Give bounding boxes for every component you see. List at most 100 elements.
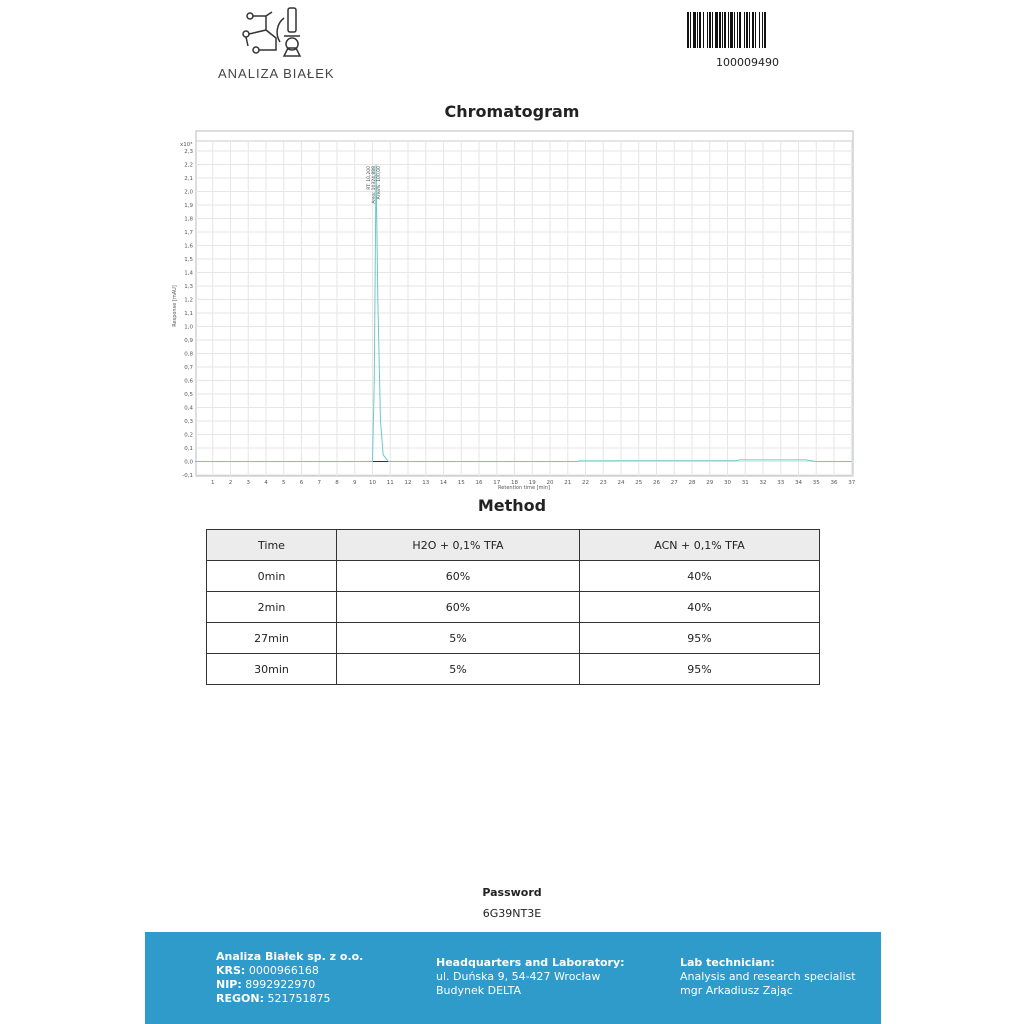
barcode-bar [759, 12, 760, 48]
regon-label: REGON: [216, 992, 264, 1005]
barcode-bar [728, 12, 729, 48]
x-tick-label: 29 [706, 480, 713, 486]
tech-title: Analysis and research specialist [680, 970, 856, 983]
x-tick-label: 22 [582, 480, 589, 486]
barcode-number: 100009490 [716, 56, 779, 69]
x-tick-label: 26 [653, 480, 660, 486]
y-tick-label: 1,9 [184, 203, 193, 209]
y-tick-label: 0,3 [184, 419, 193, 425]
y-tick-label: 1,4 [184, 271, 193, 277]
y-tick-label: 0,5 [184, 392, 193, 398]
table-cell: 40% [579, 560, 820, 592]
table-cell: 40% [579, 591, 820, 623]
column-header: H2O + 0,1% TFA [336, 529, 580, 561]
x-tick-label: 14 [440, 480, 447, 486]
x-axis-label: Retention time [min] [498, 485, 550, 491]
logo-icon [242, 7, 302, 57]
barcode-bar [690, 12, 691, 48]
x-tick-label: 2 [229, 480, 233, 486]
barcode-bar [715, 12, 718, 48]
chromatogram-trace [195, 164, 852, 462]
x-tick-label: 35 [813, 480, 820, 486]
barcode-bar [730, 12, 733, 48]
barcode-bar [722, 12, 723, 48]
barcode [687, 12, 766, 48]
table-cell: 95% [579, 622, 820, 654]
barcode-bar [699, 12, 701, 48]
barcode-bar [734, 12, 735, 48]
table-row: 27min 5% 95% [206, 622, 820, 654]
barcode-bar [764, 12, 766, 48]
nip-label: NIP: [216, 978, 242, 991]
y-tick-label: 1,2 [184, 298, 193, 304]
chromatogram-chart: 1 2 3 4 5 6 7 8 9 10 11 12 13 14 15 16 17 18 19 20 21 22 23 24 2… [172, 130, 856, 491]
x-tick-label: 21 [564, 480, 571, 486]
table-row: 30min 5% 95% [206, 653, 820, 685]
x-tick-label: 34 [795, 480, 802, 486]
barcode-bar [693, 12, 696, 48]
regon-value: 521751875 [267, 992, 331, 1005]
y-tick-label: 2,2 [184, 163, 193, 169]
y-axis-label: Response [mAU] [172, 285, 178, 327]
x-tick-label: 23 [600, 480, 607, 486]
tech-label: Lab technician: [680, 956, 775, 969]
table-cell: 0min [206, 560, 337, 592]
hq-label: Headquarters and Laboratory: [436, 956, 625, 969]
y-tick-label: 0,1 [184, 446, 193, 452]
barcode-bar [746, 12, 748, 48]
barcode-bar [749, 12, 750, 48]
x-tick-label: 30 [724, 480, 731, 486]
table-cell: 30min [206, 653, 337, 685]
y-tick-label: 2,3 [184, 149, 193, 155]
x-tick-label: 37 [848, 480, 855, 486]
y-tick-label: 1,0 [184, 325, 193, 331]
peak-label: Area%: 100,00 [376, 166, 382, 199]
peak-label: RT: 10,200 [366, 166, 372, 190]
x-tick-label: 31 [742, 480, 749, 486]
x-tick-label: 3 [247, 480, 251, 486]
barcode-bar [712, 12, 713, 48]
x-tick-label: 15 [458, 480, 465, 486]
table-cell: 27min [206, 622, 337, 654]
y-tick-label: 1,5 [184, 257, 193, 263]
x-tick-label: 27 [671, 480, 678, 486]
table-row: 2min 60% 40% [206, 591, 820, 623]
x-tick-label: 5 [282, 480, 286, 486]
chart-frame [195, 130, 854, 477]
method-title: Method [477, 496, 547, 515]
barcode-bar [709, 12, 711, 48]
table-row: 0min 60% 40% [206, 560, 820, 592]
barcode-bar [703, 12, 704, 48]
barcode-bar [739, 12, 741, 48]
y-multiplier: x10³ [180, 141, 192, 148]
x-tick-label: 18 [511, 480, 518, 486]
x-tick-label: 8 [335, 480, 339, 486]
x-tick-label: 28 [689, 480, 696, 486]
barcode-bar [724, 12, 726, 48]
x-tick-label: 24 [618, 480, 625, 486]
x-tick-label: 13 [422, 480, 429, 486]
barcode-bar [719, 12, 721, 48]
x-tick-label: 11 [387, 480, 394, 486]
y-tick-label: 0,9 [184, 338, 193, 344]
x-tick-label: 16 [476, 480, 483, 486]
footer: Analiza Białek sp. z o.o. KRS: 000096616… [145, 932, 881, 1024]
barcode-bar [687, 12, 689, 48]
barcode-bar [697, 12, 698, 48]
hq-address: ul. Duńska 9, 54-427 Wrocław [436, 970, 601, 983]
y-tick-label: 0,7 [184, 365, 193, 371]
x-tick-label: 10 [369, 480, 376, 486]
barcode-bar [744, 12, 745, 48]
logo-text: ANALIZA BIAŁEK [218, 66, 335, 81]
x-tick-label: 25 [635, 480, 642, 486]
x-tick-label: 6 [300, 480, 304, 486]
table-cell: 5% [336, 622, 580, 654]
y-tick-label: 0,2 [184, 433, 193, 439]
x-tick-label: 32 [760, 480, 767, 486]
y-tick-label: 1,1 [184, 311, 193, 317]
company-name: Analiza Białek sp. z o.o. [216, 950, 364, 963]
x-tick-label: 20 [547, 480, 554, 486]
table-cell: 95% [579, 653, 820, 685]
x-tick-label: 9 [353, 480, 357, 486]
y-tick-label: 0,0 [184, 460, 193, 466]
